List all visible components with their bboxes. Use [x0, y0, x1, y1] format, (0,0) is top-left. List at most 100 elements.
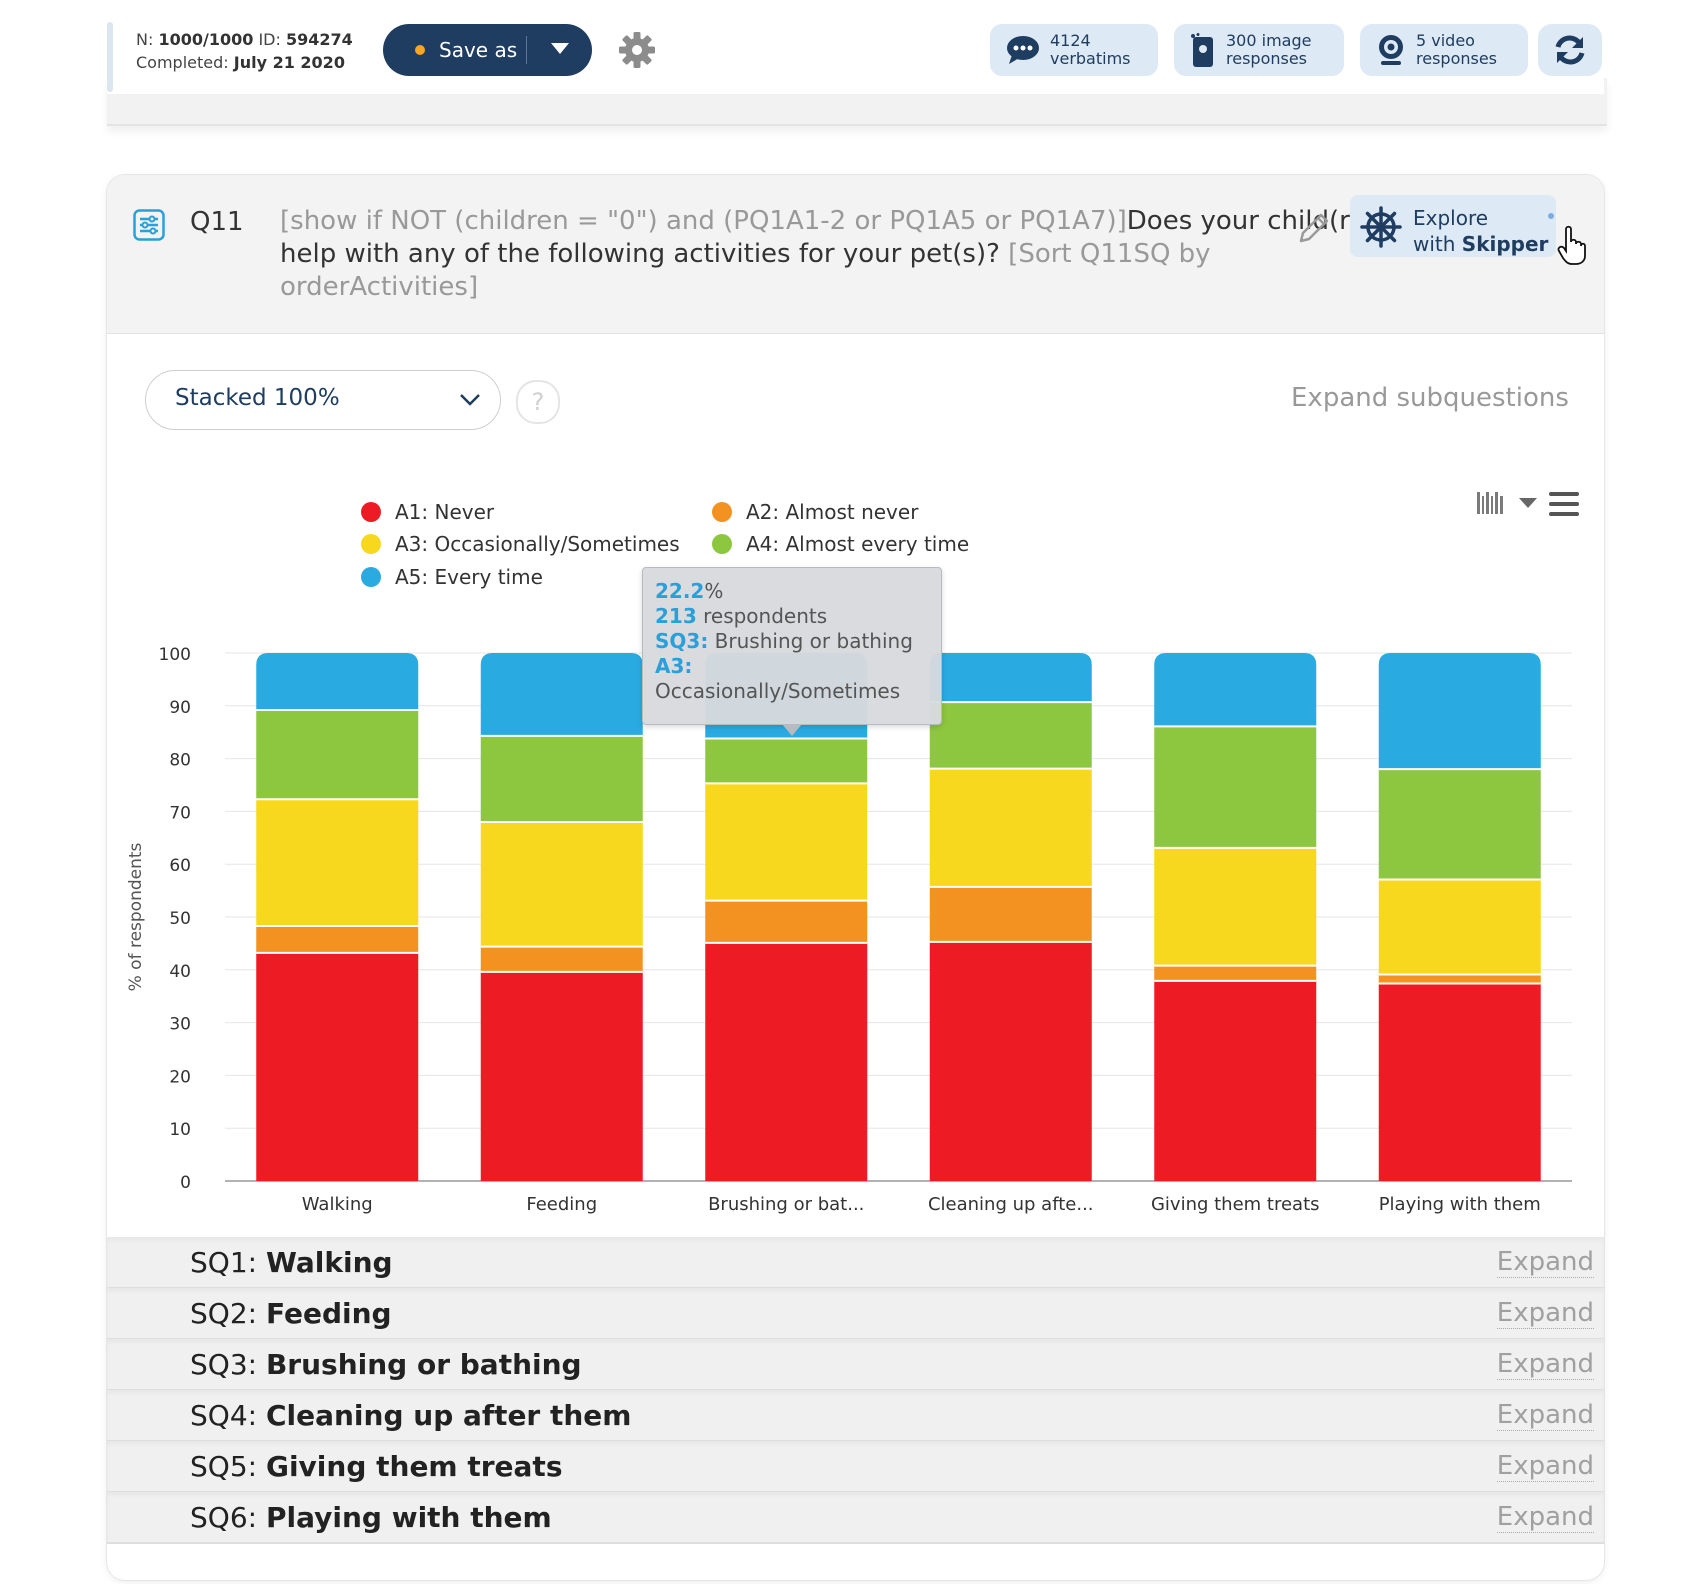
question-text: [show if NOT (children = "0") and (PQ1A1…: [280, 205, 1410, 304]
survey-meta: N: 1000/1000 ID: 594274 Completed: July …: [136, 28, 353, 74]
y-tick-label: 90: [169, 698, 191, 718]
video-responses-label: responses: [1416, 49, 1498, 68]
legend-item-a5[interactable]: A5: Every time: [361, 565, 543, 589]
bar-segment-a2: [929, 886, 1092, 942]
explore-with-label: with: [1413, 232, 1462, 256]
x-tick-label: Playing with them: [1379, 1194, 1541, 1215]
question-code: Q11: [190, 207, 244, 237]
bar-segment-a1: [256, 952, 419, 1181]
bar-segment-a3: [705, 783, 868, 901]
video-responses-count: 5 video: [1416, 31, 1475, 50]
pencil-icon[interactable]: [1297, 207, 1333, 243]
legend-label-a4: A4: Almost every time: [746, 532, 970, 556]
bar-segment-a1: [480, 971, 643, 1181]
legend-item-a2[interactable]: A2: Almost never: [712, 500, 918, 524]
tooltip-sq-name: Brushing or bathing: [708, 629, 913, 653]
y-tick-label: 70: [169, 803, 191, 823]
question-display-logic: [show if NOT (children = "0") and (PQ1A1…: [280, 206, 1127, 236]
legend-dot-a1: [361, 502, 381, 522]
bar-segment-a4: [929, 702, 1092, 769]
top-bar-accent: [107, 22, 113, 92]
more-options-icon[interactable]: [1548, 213, 1554, 219]
top-bar: [107, 0, 1604, 94]
subquestion-row[interactable]: SQ6: Playing with them Expand: [107, 1492, 1604, 1544]
legend-dot-a4: [712, 534, 732, 554]
y-tick-label: 20: [169, 1067, 191, 1087]
sq-name: Giving them treats: [265, 1450, 563, 1483]
dropdown-triangle-icon[interactable]: [1519, 498, 1537, 508]
id-label: ID:: [258, 30, 281, 49]
bar-segment-a3: [480, 821, 643, 947]
verbatims-count: 4124: [1050, 31, 1091, 50]
save-as-label: Save as: [439, 38, 518, 62]
y-axis-label: % of respondents: [126, 842, 146, 991]
webcam-icon: [1379, 35, 1403, 65]
x-tick-label: Giving them treats: [1151, 1194, 1320, 1215]
y-tick-label: 60: [169, 856, 191, 876]
help-icon[interactable]: ?: [516, 380, 560, 424]
tooltip-arrow: [782, 724, 802, 736]
subquestion-row[interactable]: SQ4: Cleaning up after them Expand: [107, 1390, 1604, 1442]
bar-segment-a4: [705, 738, 868, 784]
chart-tooltip: 22.2% 213 respondents SQ3: Brushing or b…: [642, 567, 942, 736]
chat-bubble-icon: [1007, 36, 1039, 64]
bar-segment-a5: [1154, 653, 1317, 727]
barcode-icon[interactable]: [1477, 492, 1505, 514]
completed-value: July 21 2020: [233, 53, 345, 72]
completed-label: Completed:: [136, 53, 229, 72]
bar-segment-a2: [256, 925, 419, 953]
settings-sliders-icon[interactable]: [133, 209, 165, 241]
bar-segment-a2: [705, 900, 868, 943]
image-responses-label: responses: [1226, 49, 1308, 68]
gear-icon[interactable]: [617, 30, 657, 70]
legend-item-a4[interactable]: A4: Almost every time: [712, 532, 969, 556]
subquestion-row[interactable]: SQ5: Giving them treats Expand: [107, 1441, 1604, 1493]
sq-name: Playing with them: [265, 1501, 552, 1534]
sq-name: Walking: [265, 1246, 393, 1279]
image-responses-button[interactable]: 300 image responses: [1174, 24, 1344, 76]
expand-link[interactable]: Expand: [1496, 1451, 1594, 1482]
expand-link[interactable]: Expand: [1496, 1400, 1594, 1431]
subquestion-row[interactable]: SQ1: Walking Expand: [107, 1237, 1604, 1289]
expand-subquestions-link[interactable]: Expand subquestions: [1291, 383, 1569, 413]
refresh-button[interactable]: [1538, 24, 1602, 76]
expand-link[interactable]: Expand: [1496, 1247, 1594, 1278]
bar-segment-a5: [929, 653, 1092, 703]
save-divider: [526, 36, 527, 64]
chart-type-value: Stacked 100%: [175, 385, 340, 411]
tooltip-sq-code: SQ3:: [655, 629, 709, 653]
question-card: Q11 [show if NOT (children = "0") and (P…: [107, 175, 1604, 1580]
sq-code: SQ5:: [190, 1450, 258, 1483]
sq-code: SQ3:: [190, 1348, 258, 1381]
skipper-label: Skipper: [1461, 232, 1549, 256]
tooltip-percent: 22.2: [655, 579, 705, 603]
save-as-button[interactable]: Save as: [383, 24, 592, 76]
legend-item-a1[interactable]: A1: Never: [361, 500, 494, 524]
verbatims-button[interactable]: 4124 verbatims: [990, 24, 1158, 76]
subquestion-row[interactable]: SQ3: Brushing or bathing Expand: [107, 1339, 1604, 1391]
bar-segment-a1: [1378, 983, 1541, 1181]
sq-code: SQ2:: [190, 1297, 258, 1330]
bar-segment-a3: [929, 768, 1092, 887]
question-sort-logic: [Sort Q11SQ by orderActivities]: [280, 239, 1211, 302]
expand-link[interactable]: Expand: [1496, 1502, 1594, 1533]
tooltip-count: 213: [655, 604, 697, 628]
tooltip-count-label: respondents: [696, 604, 828, 628]
bar-segment-a3: [256, 799, 419, 926]
legend-item-a3[interactable]: A3: Occasionally/Sometimes: [361, 532, 680, 556]
caret-down-icon[interactable]: [551, 43, 569, 54]
expand-link[interactable]: Expand: [1496, 1349, 1594, 1380]
explore-with-skipper-button[interactable]: Explore with Skipper: [1350, 195, 1556, 257]
subquestion-row[interactable]: SQ2: Feeding Expand: [107, 1288, 1604, 1340]
video-responses-button[interactable]: 5 video responses: [1360, 24, 1528, 76]
y-tick-label: 40: [169, 962, 191, 982]
ship-wheel-icon: [1360, 206, 1402, 248]
tooltip-percent-sign: %: [704, 579, 724, 603]
hamburger-menu-icon[interactable]: [1549, 492, 1579, 516]
chart-type-select[interactable]: Stacked 100%: [145, 370, 501, 430]
bar-segment-a4: [1378, 769, 1541, 880]
expand-link[interactable]: Expand: [1496, 1298, 1594, 1329]
unsaved-dot-icon: [415, 45, 425, 55]
bar-segment-a2: [480, 946, 643, 972]
tooltip-answer-name: Occasionally/Sometimes: [655, 679, 901, 703]
